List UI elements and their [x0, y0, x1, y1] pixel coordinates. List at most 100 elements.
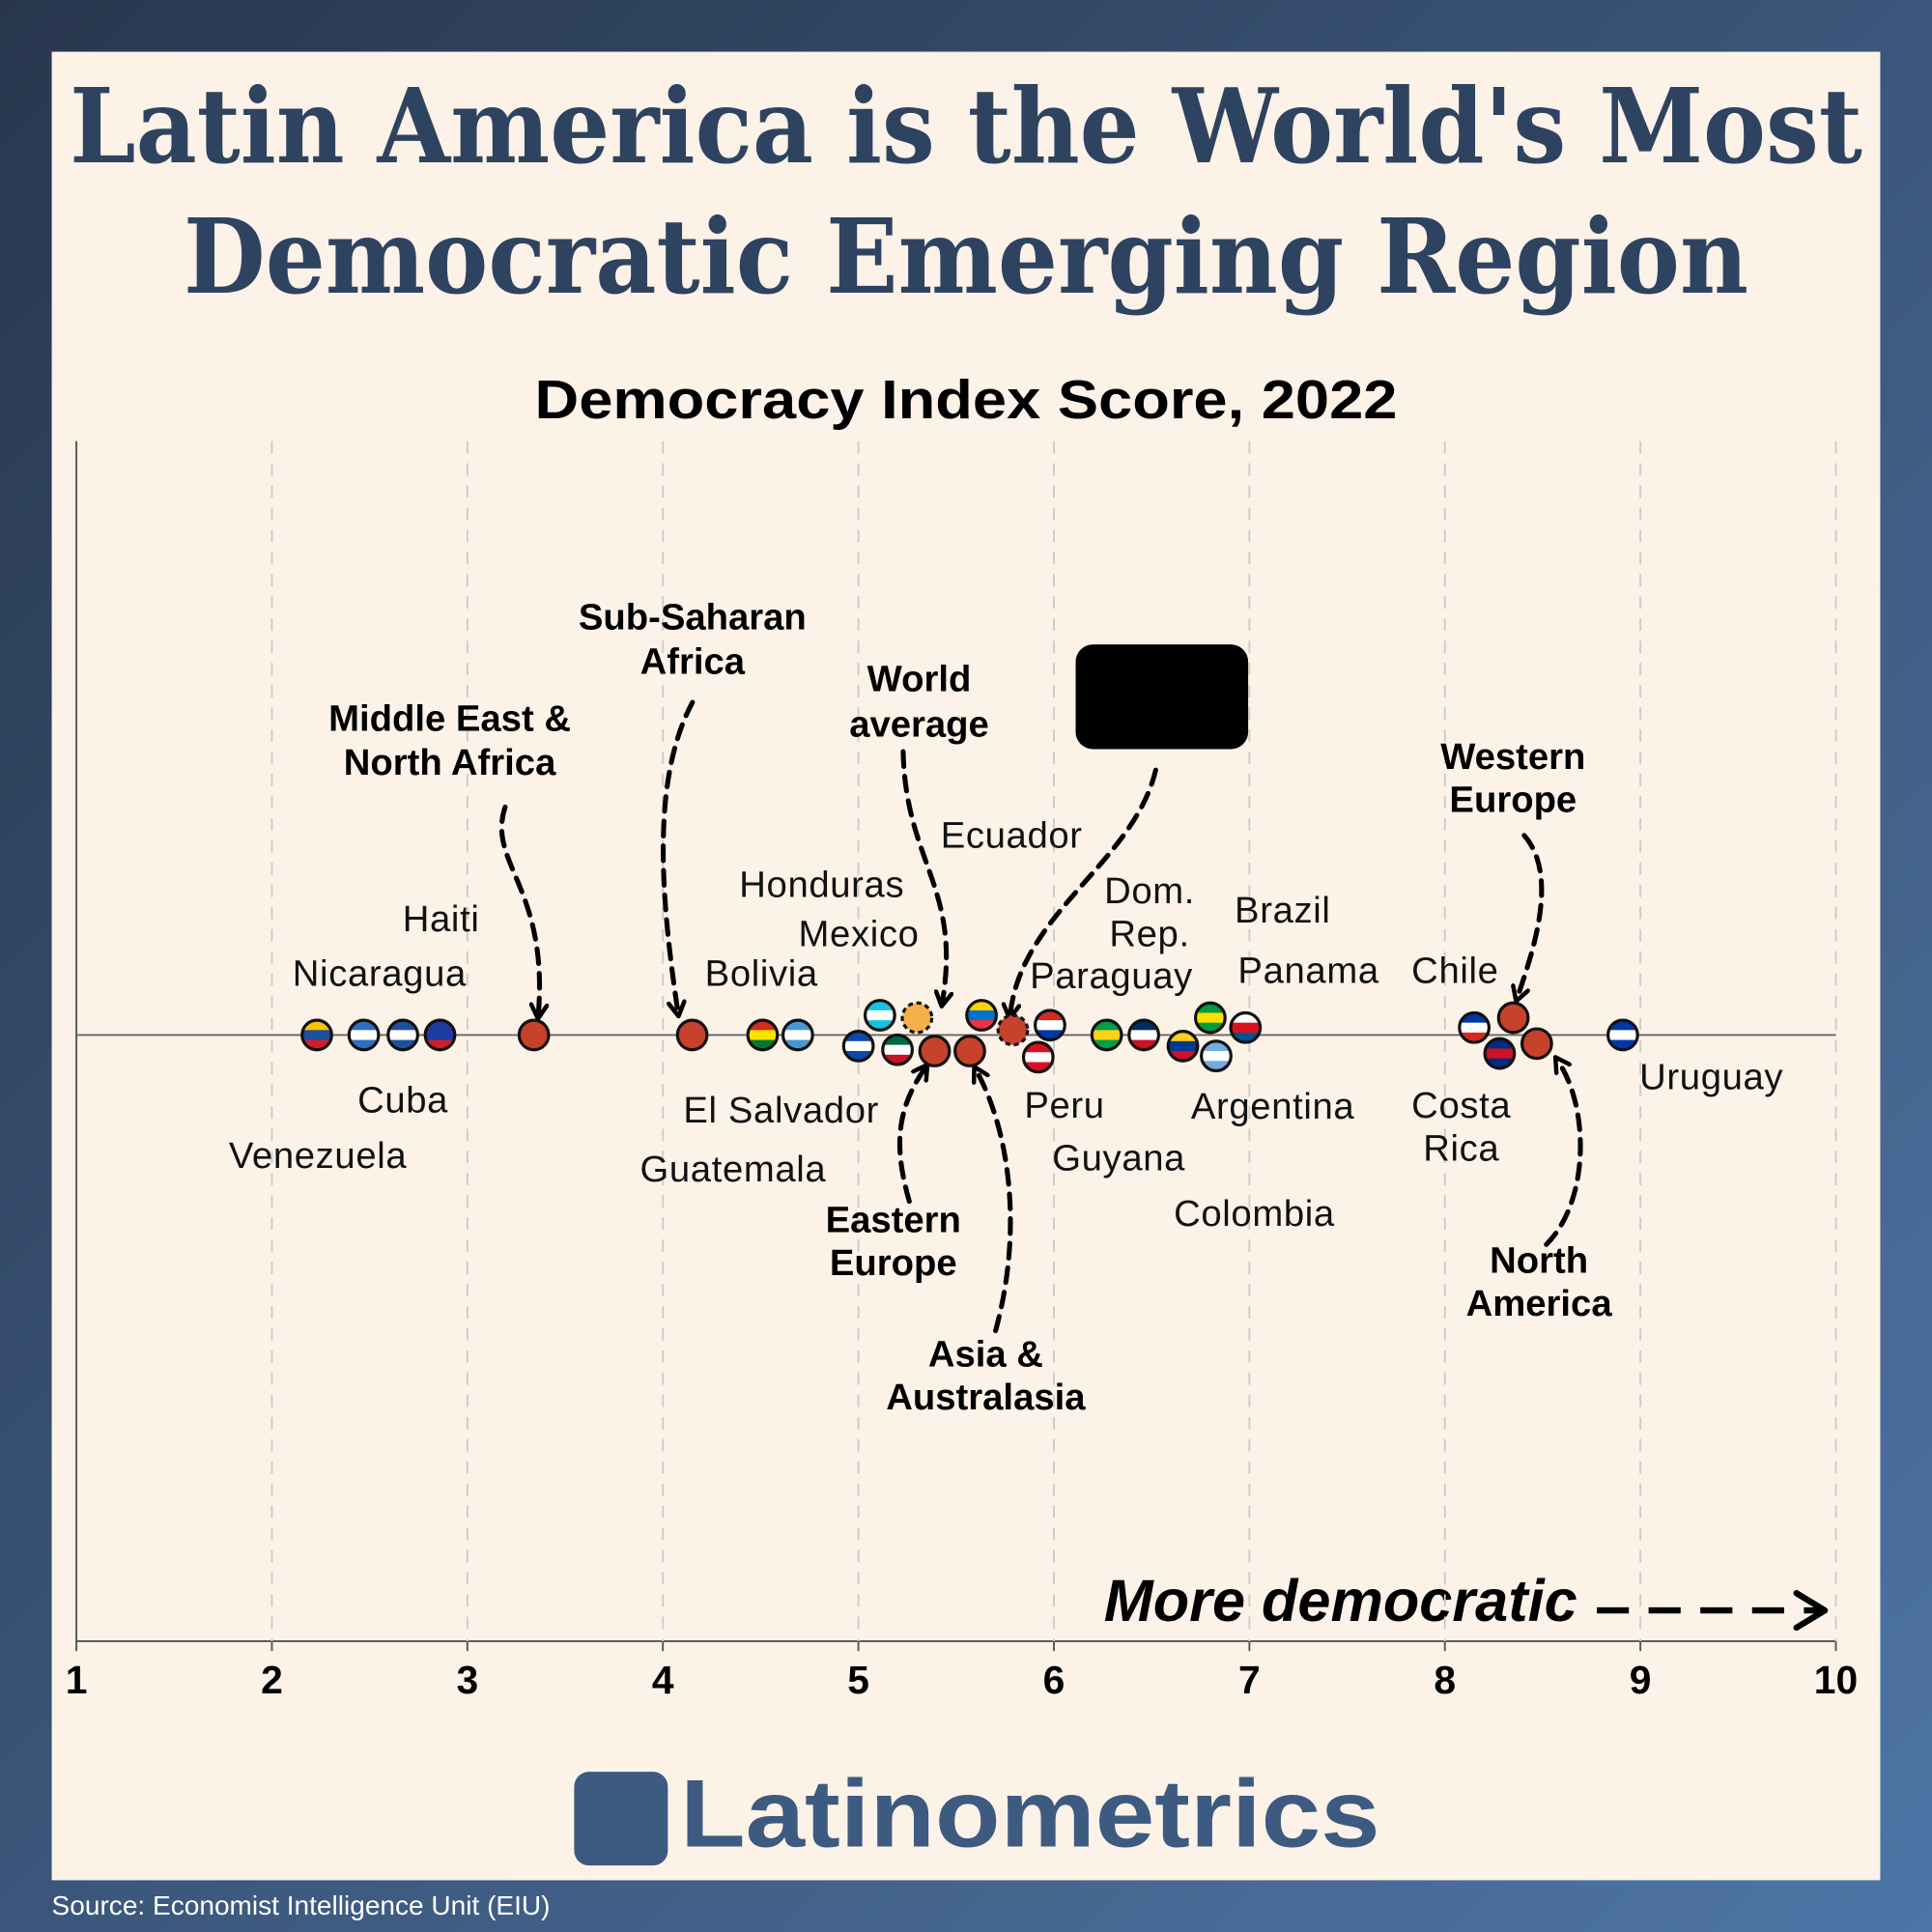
country-label: Dom. [1104, 870, 1195, 912]
flag [748, 1020, 778, 1050]
direction-label: More democratic [1104, 1568, 1577, 1634]
pointer-arrow [900, 749, 947, 1001]
region-label: average [1092, 700, 1232, 742]
country-label: Guyana [1052, 1138, 1185, 1179]
flag-stripe [843, 1040, 873, 1052]
flag-stripe [425, 1039, 455, 1050]
flag [1201, 1040, 1232, 1071]
country-dot [1021, 1040, 1055, 1074]
x-tick-label: 1 [66, 1658, 88, 1702]
country-label: Ecuador [941, 814, 1083, 856]
flag-stripe [1092, 1039, 1122, 1050]
x-tick-label: 5 [847, 1658, 869, 1702]
chart-title: Latin America is the World's Most [70, 66, 1862, 187]
region-dot [953, 1035, 986, 1067]
country-dot [1034, 1009, 1066, 1042]
region-label: Middle East & [328, 697, 571, 739]
flag-stripe [1023, 1062, 1054, 1072]
flag-stripe [1195, 1012, 1226, 1024]
flag [1459, 1012, 1490, 1043]
flag [1168, 1031, 1198, 1062]
x-tick-label: 6 [1043, 1658, 1065, 1702]
pointer-arrow [1544, 1062, 1583, 1247]
country-dot [1200, 1039, 1233, 1073]
flag-stripe [1607, 1030, 1638, 1041]
region-dot [918, 1035, 952, 1067]
x-tick-label: 8 [1434, 1658, 1456, 1702]
x-tick-label: 2 [261, 1658, 283, 1702]
chart-subtitle: Democracy Index Score, 2022 [535, 369, 1398, 430]
flag-stripe [882, 1035, 913, 1046]
region-label: Sub-Saharan [579, 597, 807, 639]
flag-stripe [301, 1039, 332, 1050]
flag-stripe [1168, 1051, 1198, 1062]
country-dot [863, 999, 896, 1032]
country-label: Panama [1237, 951, 1378, 992]
region-label: Australasia [886, 1377, 1086, 1418]
chart-title: Democratic Emerging Region [184, 196, 1748, 318]
region-label: World [867, 658, 972, 699]
flag-stripe [882, 1044, 913, 1056]
country-dot [781, 1018, 814, 1052]
flag [1092, 1020, 1122, 1050]
region-dot [900, 1001, 934, 1035]
flag-stripe [1485, 1058, 1515, 1068]
flag-stripe [349, 1039, 379, 1050]
flag-stripe [966, 1020, 997, 1031]
country-dot [1458, 1010, 1492, 1044]
country-label: Bolivia [705, 952, 818, 994]
flag-stripe [1231, 1022, 1261, 1034]
region-dot [1496, 1001, 1530, 1035]
flag [782, 1020, 813, 1050]
flag-stripe [349, 1030, 379, 1041]
country-dot [746, 1018, 780, 1052]
region-dot [996, 1013, 1030, 1047]
panel [51, 51, 1881, 1881]
flag-stripe [387, 1020, 418, 1031]
flag-stripe [1092, 1020, 1122, 1031]
flag [1231, 1012, 1261, 1043]
flag-stripe [1035, 1009, 1065, 1021]
country-label: Honduras [739, 864, 904, 905]
region-label: average [849, 704, 989, 746]
country-label: Argentina [1191, 1086, 1355, 1127]
country-label: Nicaragua [293, 952, 467, 994]
flag-stripe [425, 1030, 455, 1041]
flag [387, 1020, 418, 1050]
country-dot [1127, 1018, 1160, 1052]
flag [349, 1020, 379, 1050]
country-dot [965, 999, 999, 1032]
flag-stripe [1201, 1061, 1232, 1071]
flag-stripe [387, 1030, 418, 1041]
flag-stripe [1035, 1030, 1065, 1040]
flag-stripe [1201, 1051, 1232, 1062]
country-label: Colombia [1174, 1193, 1335, 1235]
country-dot [1166, 1030, 1200, 1063]
flag-stripe [1128, 1020, 1159, 1031]
flag-stripe [1459, 1032, 1490, 1043]
flag-stripe [1195, 1022, 1226, 1033]
flag [1023, 1042, 1054, 1072]
country-label: Uruguay [1639, 1056, 1783, 1097]
country-label: Rep. [1109, 913, 1189, 954]
flag-stripe [748, 1020, 778, 1031]
flag [1195, 1003, 1226, 1033]
country-label: Haiti [403, 898, 480, 940]
brand-name: Latinometrics [680, 1760, 1379, 1867]
pointer-arrow [896, 1069, 923, 1205]
flag-stripe [425, 1020, 455, 1031]
flag-stripe [1023, 1042, 1054, 1053]
flag [1607, 1020, 1638, 1050]
flag-stripe [1168, 1040, 1198, 1052]
region-label: Eastern [826, 1199, 961, 1240]
x-tick-label: 9 [1630, 1658, 1652, 1702]
source: Source: Economist Intelligence Unit (EIU… [52, 1890, 551, 1920]
region-label: North Africa [344, 742, 556, 783]
flag-stripe [1459, 1012, 1490, 1024]
flag-stripe [843, 1031, 873, 1042]
flag [1485, 1038, 1515, 1068]
flag-stripe [1231, 1012, 1261, 1024]
country-label: Mexico [799, 913, 920, 954]
